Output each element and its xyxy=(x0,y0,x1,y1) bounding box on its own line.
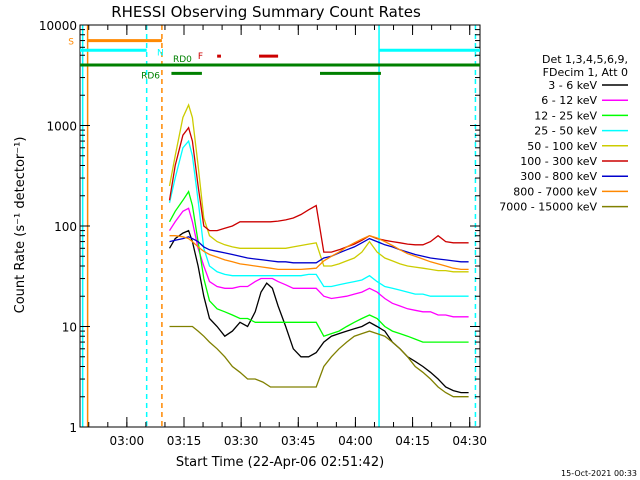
x-tick-label: 03:30 xyxy=(224,434,259,448)
chart-title: RHESSI Observing Summary Count Rates xyxy=(111,3,421,21)
x-tick-label: 04:00 xyxy=(338,434,373,448)
series-line-12-25-kev xyxy=(168,190,469,343)
status-bars: S N F RD0 RD6 xyxy=(68,38,480,81)
series-line-100-300-kev xyxy=(168,126,469,253)
y-axis-label: Count Rate (s⁻¹ detector⁻¹) xyxy=(13,137,28,314)
y-tick-label: 1000 xyxy=(46,120,77,134)
y-tick-label: 10000 xyxy=(39,19,77,33)
x-tick-label: 04:30 xyxy=(452,434,487,448)
status-label-rd0: RD0 xyxy=(173,55,192,65)
legend-entry-label: 3 - 6 keV xyxy=(548,79,597,92)
legend-entry-label: 6 - 12 keV xyxy=(541,94,597,107)
legend-entry-label: 100 - 300 keV xyxy=(520,155,597,168)
legend-header: FDecim 1, Att 0 xyxy=(543,66,628,79)
x-tick-label: 03:45 xyxy=(281,434,316,448)
series-line-7000-15000-kev xyxy=(169,325,469,398)
legend-entry-label: 12 - 25 keV xyxy=(534,109,597,122)
y-tick-label: 1 xyxy=(69,421,77,435)
y-tick-label: 10 xyxy=(62,321,77,335)
y-tick-label: 100 xyxy=(54,220,77,234)
legend: Det 1,3,4,5,6,9,FDecim 1, Att 03 - 6 keV… xyxy=(499,53,628,214)
status-label-f: F xyxy=(198,52,203,62)
legend-entry-label: 300 - 800 keV xyxy=(520,170,597,183)
status-label-s: S xyxy=(68,38,74,48)
series-line-800-7000-kev xyxy=(169,235,469,271)
x-tick-label: 03:00 xyxy=(110,434,145,448)
axes: 03:00 03:15 03:30 03:45 04:00 04:15 04:30 1 10 10… xyxy=(39,19,487,448)
status-label-rd6: RD6 xyxy=(141,71,160,81)
series-line-300-800-kev xyxy=(169,236,469,264)
x-axis-label: Start Time (22-Apr-06 02:51:42) xyxy=(176,455,384,470)
series-line-50-100-kev xyxy=(168,103,469,273)
plot-area xyxy=(81,25,477,427)
footer-timestamp: 15-Oct-2021 00:33 xyxy=(561,469,637,478)
status-label-n: N xyxy=(157,48,164,58)
x-tick-label: 04:15 xyxy=(395,434,430,448)
legend-entry-label: 7000 - 15000 keV xyxy=(499,201,597,214)
legend-header: Det 1,3,4,5,6,9, xyxy=(542,53,628,66)
x-tick-label: 03:15 xyxy=(167,434,202,448)
legend-entry-label: 800 - 7000 keV xyxy=(513,185,597,198)
series-line-6-12-kev xyxy=(168,207,469,318)
legend-entry-label: 25 - 50 keV xyxy=(534,125,597,138)
legend-entry-label: 50 - 100 keV xyxy=(527,140,597,153)
series-line-25-50-kev xyxy=(168,139,469,297)
series-line-3-6-kev xyxy=(168,229,469,394)
